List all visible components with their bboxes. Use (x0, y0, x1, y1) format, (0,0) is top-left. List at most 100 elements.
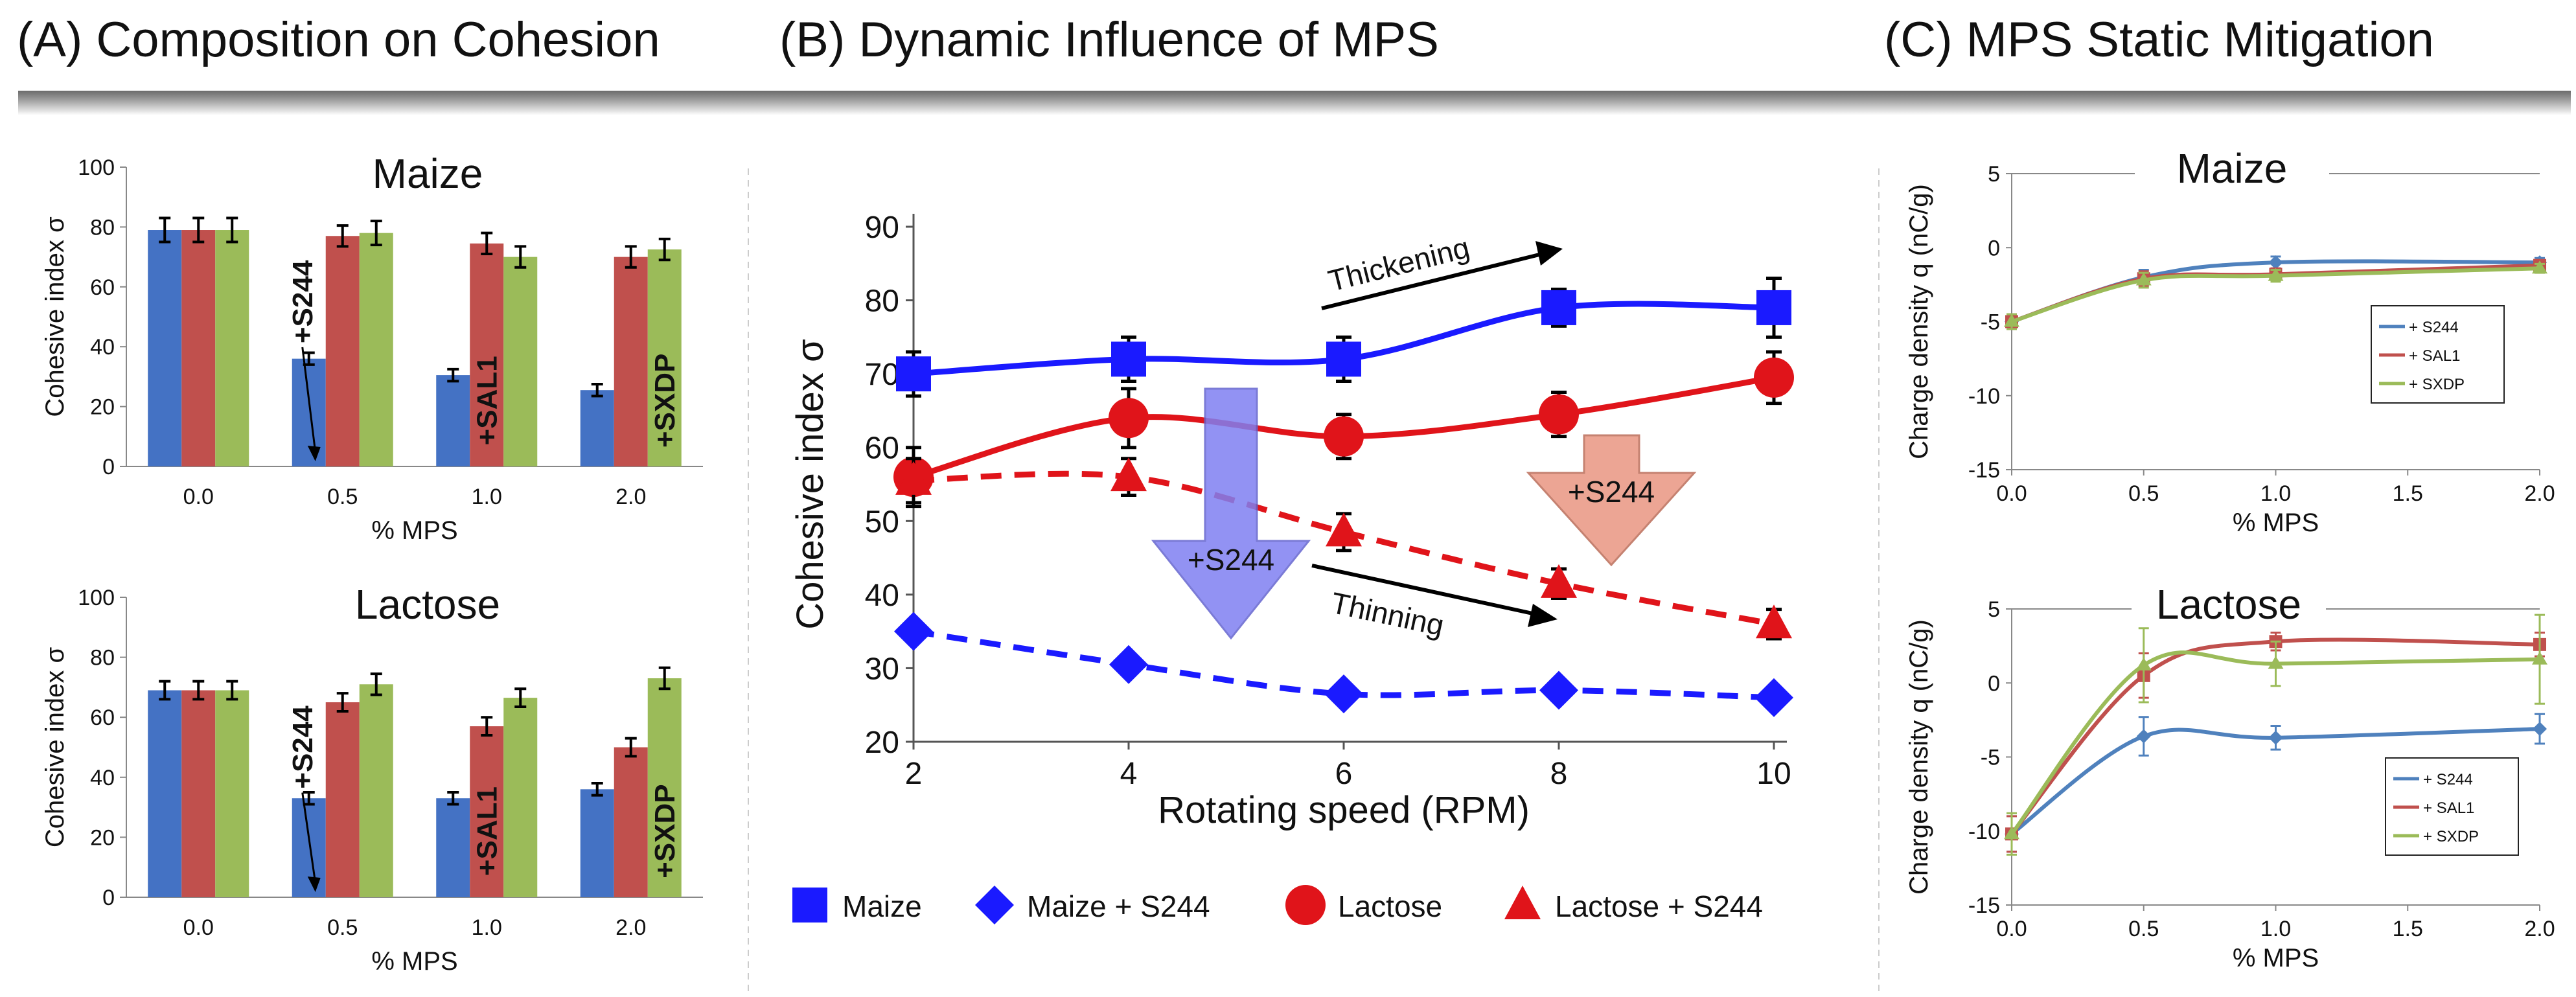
chart-title: Maize (373, 150, 483, 197)
legend-label: + SXDP (2409, 376, 2465, 393)
bar (292, 358, 326, 466)
y-tick-label: 20 (865, 726, 899, 760)
x-tick-label: 0.5 (2128, 481, 2159, 506)
arrow-label-s244-blue: +S244 (1188, 543, 1274, 577)
annotation-sxdp: +SXDP (649, 784, 681, 878)
data-point-circle (1285, 885, 1326, 925)
data-point-triangle (1756, 604, 1792, 639)
panel-a-title: (A) Composition on Cohesion (17, 12, 660, 67)
legend-label: + S244 (2423, 771, 2473, 788)
y-tick-label: 40 (90, 335, 115, 360)
x-tick-label: 0.5 (327, 915, 358, 940)
bar (470, 726, 504, 897)
bar (148, 230, 182, 466)
x-tick-label: 2 (905, 757, 923, 791)
data-point-triangle (1541, 564, 1577, 598)
x-tick-label: 0.0 (183, 485, 214, 509)
y-tick-label: 80 (90, 215, 115, 240)
y-tick-label: 100 (78, 155, 115, 180)
panel-c-title: (C) MPS Static Mitigation (1884, 12, 2434, 67)
data-point-square (792, 888, 827, 923)
x-tick-label: 2.0 (2524, 481, 2555, 506)
data-point-diamond (2268, 255, 2283, 270)
data-point-diamond (2136, 729, 2151, 744)
bar (614, 257, 648, 466)
thinning-label: Thinning (1328, 586, 1447, 643)
y-tick-label: 0 (102, 455, 115, 479)
data-point-triangle (2268, 268, 2284, 281)
chart-c-lactose: 5 0 -5 -10 -150.0 0.5 1.0 1.5 2.0 % MPS Charge den… (1905, 579, 2555, 972)
y-tick-label: 40 (865, 579, 899, 613)
data-point-triangle (2004, 826, 2019, 840)
annotation-s244: +S244 (287, 705, 319, 789)
data-point-triangle (2004, 314, 2019, 327)
x-axis-label: % MPS (371, 516, 457, 545)
bar (148, 690, 182, 897)
y-tick-label: 5 (1988, 597, 2000, 622)
y-tick-label: 80 (865, 284, 899, 319)
y-tick-label: 40 (90, 766, 115, 790)
bar (325, 702, 360, 897)
series-line (2010, 727, 2540, 836)
bar (580, 789, 614, 897)
x-tick-label: 1.0 (2260, 917, 2291, 941)
y-tick-label: -10 (1968, 384, 2000, 409)
data-point-diamond (1324, 674, 1363, 714)
x-tick-label: 8 (1550, 757, 1568, 791)
big-down-arrow-blue (1151, 387, 1311, 640)
data-point-circle (1754, 357, 1794, 398)
thinning-arrow (1311, 564, 1536, 616)
bar (470, 243, 504, 466)
data-point-circle (1324, 416, 1364, 457)
series-line (2010, 637, 2540, 836)
bar (359, 233, 393, 466)
chart-title: Maize (2177, 145, 2288, 192)
y-tick-label: 60 (90, 275, 115, 300)
x-tick-label: 0.0 (1996, 917, 2027, 941)
chart-title-bg (2132, 579, 2326, 630)
data-point-triangle (1326, 512, 1362, 547)
x-tick-label: 10 (1756, 757, 1791, 791)
panel-b-title: (B) Dynamic Influence of MPS (779, 12, 1439, 67)
x-tick-label: 0.5 (2128, 917, 2159, 941)
bar (503, 698, 538, 897)
bar (215, 230, 249, 466)
annotation-arrow (301, 792, 317, 884)
legend-label: + SAL1 (2409, 347, 2460, 365)
big-down-arrow-red (1526, 434, 1697, 567)
legend-label: Lactose + S244 (1555, 889, 1763, 923)
data-point-diamond (2268, 730, 2283, 745)
y-tick-label: 0 (102, 886, 115, 910)
x-tick-label: 2.0 (615, 915, 646, 940)
data-point-diamond (1539, 670, 1578, 710)
y-tick-label: 0 (1988, 236, 2000, 260)
bar (580, 390, 614, 466)
data-point-circle (1539, 394, 1579, 435)
chart-b-rpm: 20 30 40 50 60 70 80 90 2 4 6 8 10 Rotating speed (RP… (789, 211, 1794, 925)
thinning-arrow-head (1528, 604, 1558, 627)
bar (359, 684, 393, 897)
annotation-sal1: +SAL1 (471, 786, 503, 876)
bar (436, 798, 470, 897)
legend-label: Maize (842, 889, 922, 923)
x-axis-label: % MPS (2233, 944, 2319, 972)
x-tick-label: 1.5 (2393, 917, 2423, 941)
y-axis-label: Charge density q (nC/g) (1905, 184, 1933, 459)
x-tick-label: 1.0 (472, 915, 502, 940)
y-tick-label: 70 (865, 358, 899, 392)
y-axis-label: Cohesive index σ (41, 216, 69, 417)
data-point-square (1541, 290, 1576, 325)
thickening-arrow-head (1535, 241, 1563, 266)
data-point-diamond (1754, 678, 1793, 717)
chart-title: Lactose (2156, 581, 2301, 628)
data-point-triangle (2532, 260, 2547, 274)
annotation-arrow-head (307, 446, 321, 461)
arrow-label-s244-red: +S244 (1568, 475, 1655, 509)
x-tick-label: 2.0 (2524, 917, 2555, 941)
data-point-circle (1109, 398, 1149, 439)
data-point-triangle (895, 461, 932, 495)
bar (647, 678, 682, 897)
thickening-arrow (1321, 252, 1543, 310)
y-tick-label: 90 (865, 211, 899, 245)
data-point-square (1326, 341, 1361, 377)
